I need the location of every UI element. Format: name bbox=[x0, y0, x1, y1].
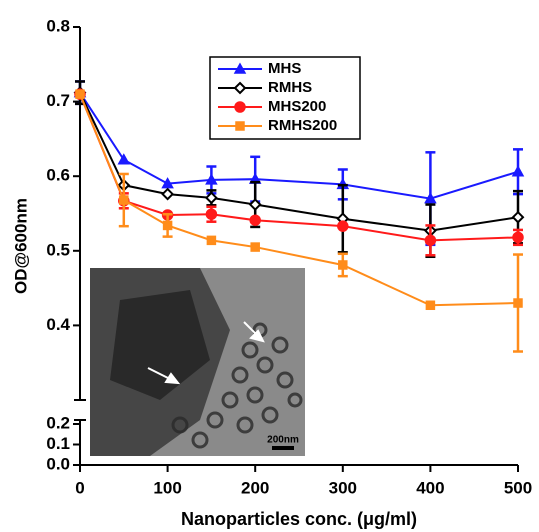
marker bbox=[424, 192, 437, 204]
y-tick-label: 0.2 bbox=[46, 413, 70, 432]
y-tick-label: 0.5 bbox=[46, 240, 70, 259]
tem-inset: 200nm bbox=[90, 268, 305, 456]
inset-particles bbox=[171, 322, 303, 449]
marker bbox=[425, 300, 436, 311]
marker bbox=[511, 165, 525, 177]
series-line bbox=[79, 92, 519, 200]
y-tick-label: 0.7 bbox=[46, 91, 70, 110]
scale-bar-label: 200nm bbox=[267, 435, 299, 446]
y-tick-label: 0.8 bbox=[46, 16, 70, 35]
legend-marker bbox=[233, 81, 247, 95]
x-tick-label: 300 bbox=[329, 478, 357, 497]
y-tick-label: 0.1 bbox=[46, 434, 70, 453]
y-tick-label: 0.4 bbox=[46, 315, 70, 334]
marker bbox=[161, 177, 174, 189]
marker bbox=[248, 198, 262, 211]
y-axis-label: OD@600nm bbox=[11, 198, 30, 294]
marker bbox=[119, 195, 129, 205]
x-tick-label: 100 bbox=[153, 478, 181, 497]
legend-label: MHS bbox=[268, 60, 301, 77]
series-line bbox=[79, 93, 519, 307]
y-tick-label: 0.0 bbox=[46, 454, 70, 473]
x-tick-label: 200 bbox=[241, 478, 269, 497]
x-axis-label: Nanoparticles conc. (μg/ml) bbox=[181, 509, 417, 529]
series-line bbox=[79, 92, 519, 232]
inset-dark-region bbox=[110, 290, 210, 400]
marker bbox=[75, 89, 85, 99]
marker bbox=[424, 234, 437, 247]
marker bbox=[337, 220, 349, 232]
marker bbox=[250, 242, 260, 252]
x-tick-label: 400 bbox=[416, 478, 444, 497]
marker bbox=[205, 208, 218, 220]
x-tick-label: 0 bbox=[75, 478, 84, 497]
marker bbox=[161, 187, 175, 201]
scale-bar bbox=[272, 446, 294, 450]
marker bbox=[338, 260, 348, 270]
x-tick-label: 500 bbox=[504, 478, 532, 497]
marker bbox=[162, 220, 173, 231]
legend-label: MHS200 bbox=[268, 98, 326, 115]
legend-label: RMHS200 bbox=[268, 117, 337, 134]
marker bbox=[249, 214, 261, 226]
marker bbox=[206, 235, 217, 246]
marker bbox=[512, 231, 524, 244]
marker bbox=[205, 173, 218, 185]
marker bbox=[513, 298, 523, 308]
marker bbox=[511, 210, 525, 224]
marker bbox=[204, 191, 218, 205]
y-tick-label: 0.6 bbox=[46, 166, 70, 185]
legend-marker bbox=[235, 121, 245, 131]
inset-arrows bbox=[147, 321, 265, 385]
legend-marker bbox=[234, 101, 246, 113]
marker bbox=[117, 153, 131, 165]
legend-label: RMHS bbox=[268, 79, 312, 96]
legend-marker bbox=[233, 62, 247, 74]
